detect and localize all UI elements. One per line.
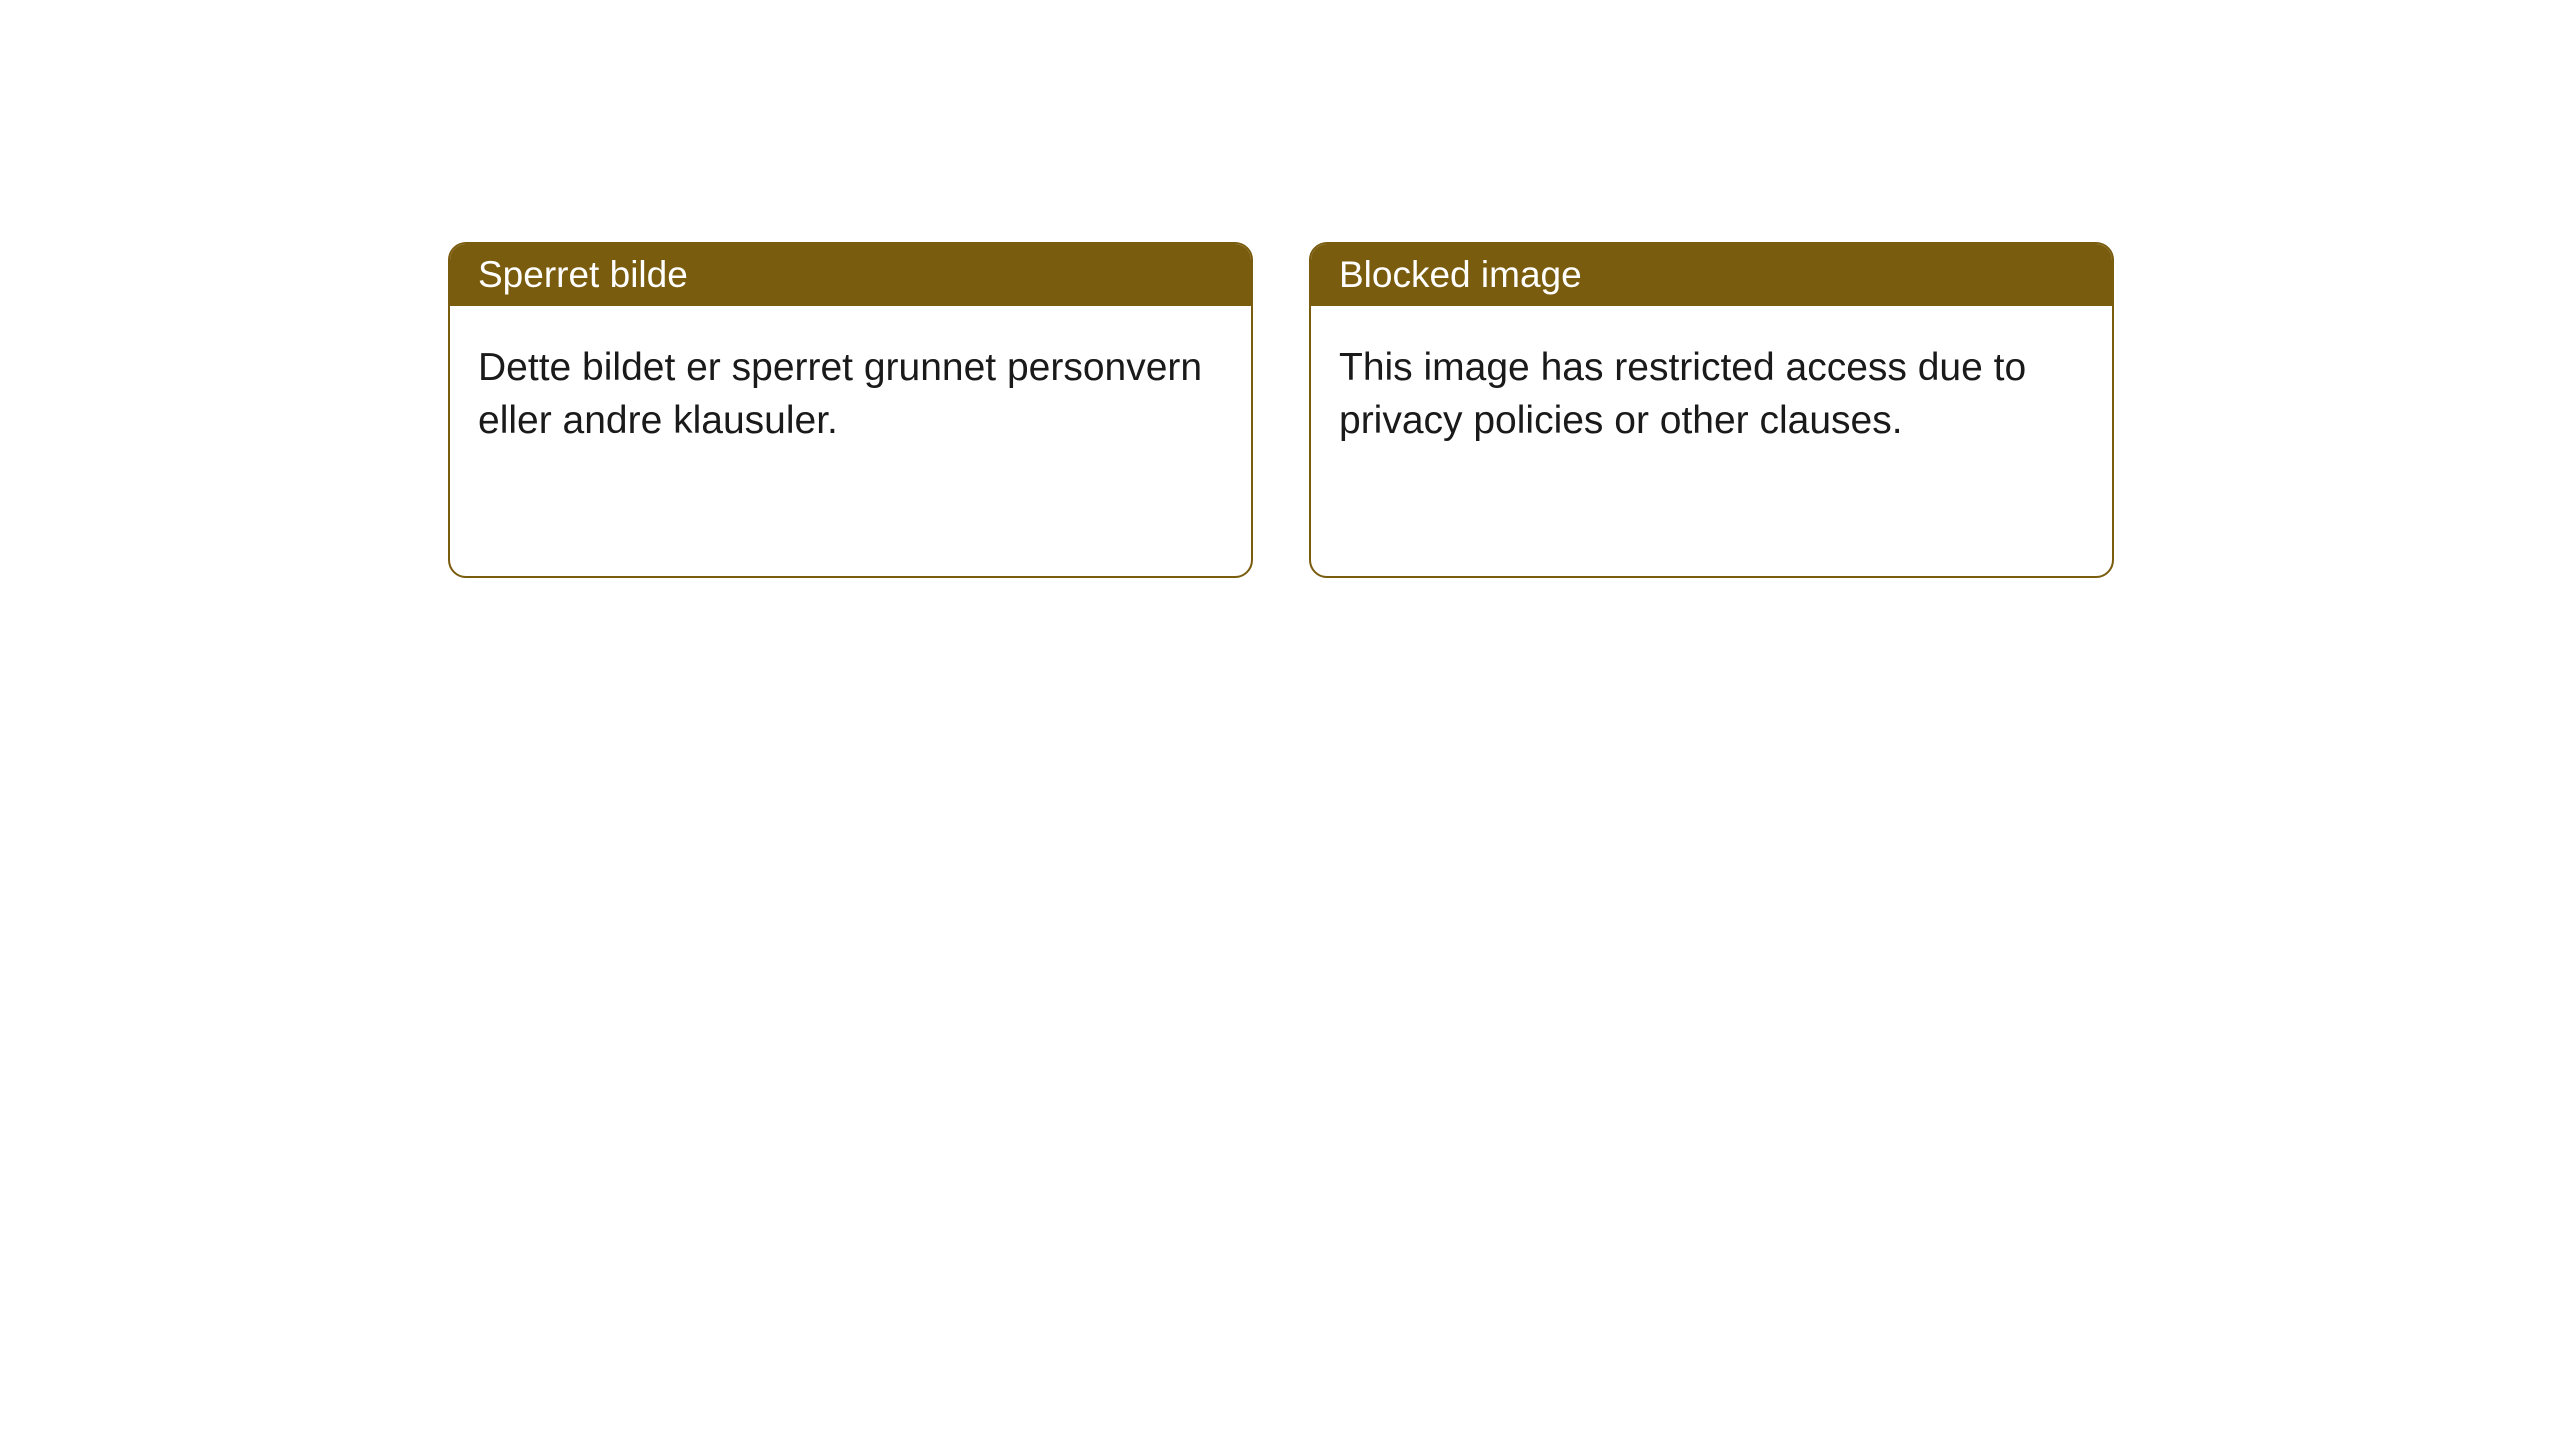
notice-card-norwegian: Sperret bilde Dette bildet er sperret gr… — [448, 242, 1253, 578]
card-body-text: Dette bildet er sperret grunnet personve… — [478, 346, 1202, 442]
notice-cards-container: Sperret bilde Dette bildet er sperret gr… — [0, 0, 2560, 578]
card-body: This image has restricted access due to … — [1311, 306, 2112, 483]
card-body: Dette bildet er sperret grunnet personve… — [450, 306, 1251, 483]
card-header: Blocked image — [1311, 244, 2112, 306]
card-header: Sperret bilde — [450, 244, 1251, 306]
notice-card-english: Blocked image This image has restricted … — [1309, 242, 2114, 578]
card-body-text: This image has restricted access due to … — [1339, 346, 2026, 442]
card-title: Blocked image — [1339, 254, 1582, 295]
card-title: Sperret bilde — [478, 254, 688, 295]
